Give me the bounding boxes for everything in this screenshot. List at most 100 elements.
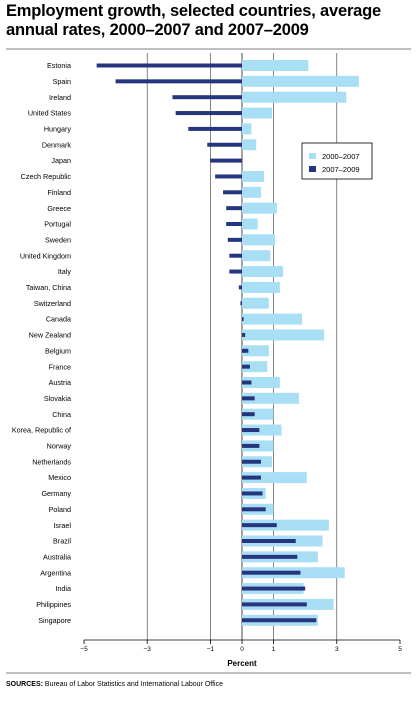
x-tick-label-0: 0 — [240, 646, 244, 653]
bar-2007-2009-argentina — [242, 570, 301, 575]
bar-2007-2009-netherlands — [242, 459, 261, 464]
x-tick-label-5: 5 — [398, 646, 402, 653]
bar-2000-2007-austria — [242, 377, 280, 388]
chart-title: Employment growth, selected countries, a… — [6, 2, 381, 39]
category-labels: Estonia Spain Ireland United States Hungary D… — [12, 61, 72, 625]
bar-2000-2007-sweden — [242, 234, 276, 246]
bar-2007-2009-israel — [242, 523, 277, 528]
category-label-norway: Norway — [47, 442, 72, 451]
bar-2007-2009-estonia — [96, 63, 242, 68]
x-tick-label-1: 1 — [272, 646, 276, 653]
category-label-finland: Finland — [47, 188, 71, 197]
bars — [96, 60, 359, 626]
bar-2000-2007-italy — [242, 266, 284, 278]
category-label-philippines: Philippines — [36, 600, 71, 609]
category-label-singapore: Singapore — [38, 616, 71, 625]
category-label-ireland: Ireland — [49, 93, 71, 102]
legend: 2000–2007 2007–2009 — [301, 142, 373, 180]
bar-2007-2009-greece — [226, 206, 242, 211]
category-label-hungary: Hungary — [44, 125, 72, 134]
bar-2007-2009-australia — [242, 554, 298, 559]
category-label-japan: Japan — [51, 156, 71, 165]
category-label-germany: Germany — [41, 489, 71, 498]
bar-2007-2009-hungary — [188, 126, 242, 131]
x-tick-label--3: −3 — [143, 646, 151, 653]
bar-2007-2009-ireland — [172, 95, 242, 100]
bar-2007-2009-philippines — [242, 602, 307, 607]
bar-2007-2009-italy — [229, 269, 242, 274]
bar-2000-2007-greece — [242, 202, 277, 214]
bar-2007-2009-belgium — [242, 348, 249, 353]
category-label-india: India — [55, 584, 71, 593]
sources-note: SOURCES: Bureau of Labor Statistics and … — [6, 681, 411, 688]
bar-2007-2009-czech-republic — [215, 174, 242, 179]
bar-2000-2007-estonia — [242, 60, 309, 71]
bar-2007-2009-japan — [210, 158, 242, 163]
category-label-new-zealand: New Zealand — [29, 331, 71, 340]
category-label-united-states: United States — [28, 109, 72, 118]
category-label-israel: Israel — [53, 521, 71, 530]
category-label-australia: Australia — [43, 552, 71, 561]
category-label-estonia: Estonia — [47, 61, 71, 70]
bar-2007-2009-new-zealand — [242, 332, 246, 337]
bar-2000-2007-czech-republic — [242, 170, 265, 182]
category-label-china: China — [52, 410, 71, 419]
x-axis-title: Percent — [227, 659, 257, 668]
bar-2000-2007-ireland — [242, 91, 347, 103]
bar-2007-2009-slovakia — [242, 396, 255, 401]
bar-2007-2009-austria — [242, 380, 252, 385]
bar-2000-2007-united-kingdom — [242, 250, 271, 262]
bar-2000-2007-denmark — [242, 139, 257, 151]
bar-2007-2009-brazil — [242, 539, 296, 543]
category-label-czech-republic: Czech Republic — [21, 172, 72, 181]
category-label-denmark: Denmark — [42, 140, 72, 149]
bar-2000-2007-portugal — [242, 218, 258, 230]
sources-label: SOURCES: — [6, 681, 43, 688]
bar-2007-2009-finland — [223, 190, 242, 195]
sources-text: Bureau of Labor Statistics and Internati… — [44, 681, 223, 688]
category-label-france: France — [49, 362, 71, 371]
bar-2007-2009-spain — [115, 79, 242, 84]
bar-2000-2007-taiwan-china — [242, 281, 280, 293]
bar-2007-2009-united-states — [175, 111, 242, 116]
bar-2000-2007-mexico — [242, 472, 307, 484]
bar-2000-2007-slovakia — [242, 392, 299, 404]
bar-2007-2009-china — [242, 412, 255, 417]
bar-2007-2009-france — [242, 364, 250, 369]
bar-2007-2009-poland — [242, 507, 266, 512]
category-label-argentina: Argentina — [40, 568, 71, 577]
category-label-italy: Italy — [58, 267, 72, 276]
x-axis-ticks: −5 −3 −1 0 1 3 5 — [80, 640, 402, 653]
category-label-taiwan-china: Taiwan, China — [26, 283, 71, 292]
bar-2000-2007-france — [242, 361, 268, 373]
bar-2007-2009-norway — [242, 443, 260, 448]
bar-2007-2009-singapore — [242, 618, 317, 623]
category-label-greece: Greece — [47, 204, 71, 213]
category-label-korea-republic-of: Korea, Republic of — [12, 426, 71, 435]
legend-swatch-2007-2009 — [309, 166, 316, 172]
category-label-brazil: Brazil — [53, 537, 71, 546]
category-label-switzerland: Switzerland — [34, 299, 71, 308]
bar-2007-2009-denmark — [207, 142, 242, 147]
bar-2000-2007-united-states — [242, 107, 273, 119]
category-label-spain: Spain — [53, 77, 71, 86]
bar-2000-2007-finland — [242, 186, 261, 198]
category-label-canada: Canada — [46, 315, 71, 324]
bar-2007-2009-mexico — [242, 475, 261, 480]
bar-2000-2007-china — [242, 408, 274, 420]
bar-2007-2009-portugal — [226, 222, 242, 226]
bar-2000-2007-korea-republic-of — [242, 424, 282, 436]
category-label-netherlands: Netherlands — [32, 457, 71, 466]
bar-2000-2007-israel — [242, 519, 329, 531]
bar-2000-2007-canada — [242, 313, 303, 325]
legend-swatch-2000-2007 — [309, 153, 316, 159]
category-label-slovakia: Slovakia — [44, 394, 71, 403]
category-label-belgium: Belgium — [45, 346, 71, 355]
category-label-sweden: Sweden — [45, 235, 71, 244]
bar-2000-2007-switzerland — [242, 297, 269, 309]
bar-2007-2009-switzerland — [240, 301, 242, 306]
bar-2007-2009-korea-republic-of — [242, 428, 260, 433]
bar-2007-2009-canada — [242, 317, 244, 322]
bar-2007-2009-taiwan-china — [238, 285, 242, 290]
